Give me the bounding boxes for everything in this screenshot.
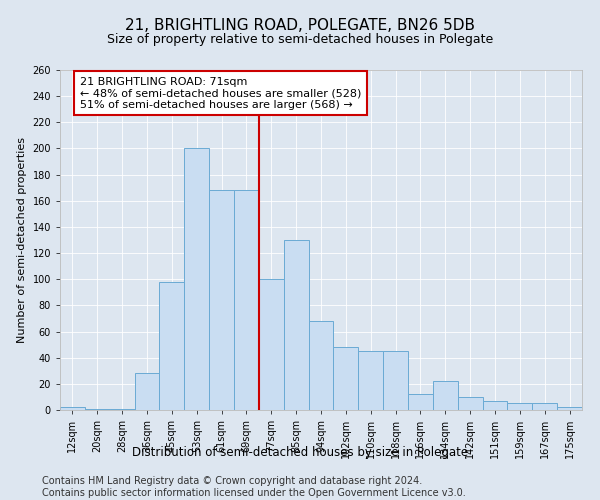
Bar [259, 279, 284, 410]
Text: Size of property relative to semi-detached houses in Polegate: Size of property relative to semi-detach… [107, 32, 493, 46]
Bar [110, 408, 134, 410]
Text: 21, BRIGHTLING ROAD, POLEGATE, BN26 5DB: 21, BRIGHTLING ROAD, POLEGATE, BN26 5DB [125, 18, 475, 32]
Y-axis label: Number of semi-detached properties: Number of semi-detached properties [17, 137, 27, 343]
Text: Distribution of semi-detached houses by size in Polegate: Distribution of semi-detached houses by … [132, 446, 468, 459]
Bar [557, 408, 582, 410]
Bar [134, 374, 160, 410]
Bar [334, 347, 358, 410]
Bar [532, 404, 557, 410]
Bar [433, 381, 458, 410]
Bar [383, 351, 408, 410]
Bar [308, 321, 334, 410]
Text: Contains HM Land Registry data © Crown copyright and database right 2024.
Contai: Contains HM Land Registry data © Crown c… [42, 476, 466, 498]
Bar [408, 394, 433, 410]
Bar [184, 148, 209, 410]
Bar [160, 282, 184, 410]
Bar [60, 408, 85, 410]
Bar [482, 401, 508, 410]
Bar [209, 190, 234, 410]
Bar [234, 190, 259, 410]
Bar [85, 408, 110, 410]
Bar [358, 351, 383, 410]
Bar [458, 397, 482, 410]
Bar [284, 240, 308, 410]
Bar [508, 404, 532, 410]
Text: 21 BRIGHTLING ROAD: 71sqm
← 48% of semi-detached houses are smaller (528)
51% of: 21 BRIGHTLING ROAD: 71sqm ← 48% of semi-… [80, 76, 361, 110]
